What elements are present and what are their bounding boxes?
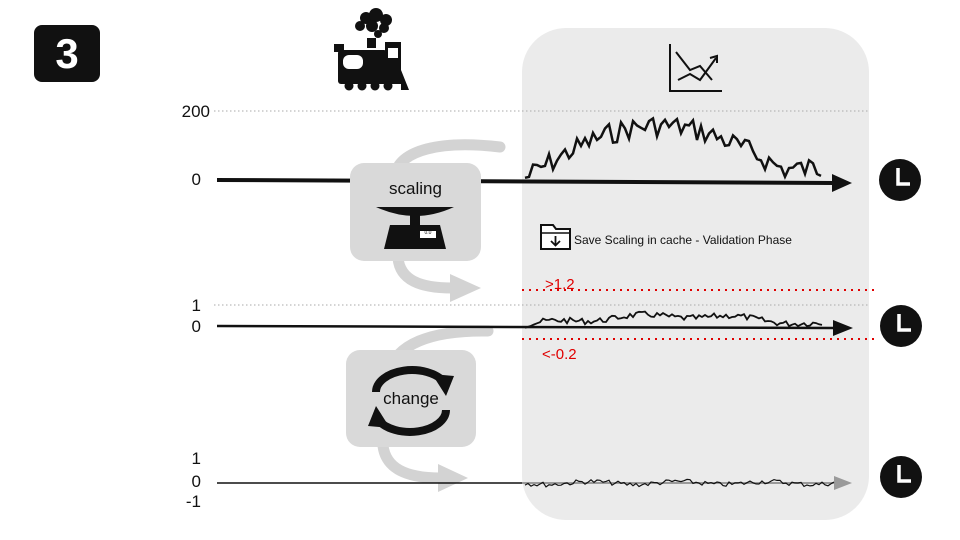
change-operation-box: change bbox=[346, 350, 476, 447]
raw-axis-top-tick: 200 bbox=[181, 102, 210, 121]
scaling-label: scaling bbox=[389, 179, 442, 198]
flow-arrowhead-scaling bbox=[450, 274, 481, 302]
change-axis-arrowhead bbox=[834, 476, 852, 490]
clock-icon bbox=[879, 159, 921, 201]
step-number-badge: 3 bbox=[34, 25, 100, 82]
scaled-axis-zero-tick: 0 bbox=[191, 317, 201, 336]
scaling-operation-box: scaling 0.0 bbox=[350, 163, 481, 261]
raw-axis-zero-tick: 0 bbox=[191, 170, 201, 189]
validation-phase-panel bbox=[522, 28, 869, 520]
scaled-axis-arrowhead bbox=[833, 320, 853, 336]
scale-display-readout: 0.0 bbox=[424, 230, 432, 236]
scaled-axis-top-tick: 1 bbox=[191, 296, 201, 315]
flow-arrow-out-of-scaling bbox=[392, 252, 458, 294]
change-label: change bbox=[383, 389, 439, 408]
change-series-line bbox=[524, 478, 835, 488]
scaled-series-line bbox=[524, 310, 823, 329]
raw-time-axis bbox=[216, 178, 835, 185]
flow-arrow-out-of-change bbox=[377, 440, 446, 484]
weighing-scale-icon bbox=[376, 207, 454, 249]
change-axis-top-tick: 1 bbox=[191, 449, 201, 468]
upper-threshold-label: >1.2 bbox=[545, 276, 575, 293]
clock-icon bbox=[880, 456, 922, 498]
raw-axis-arrowhead bbox=[832, 174, 852, 192]
raw-series-line bbox=[524, 116, 822, 180]
lower-threshold-label: <-0.2 bbox=[542, 346, 577, 363]
change-axis-bottom-tick: -1 bbox=[185, 492, 201, 511]
flow-arrowhead-change bbox=[438, 464, 468, 492]
change-axis-zero-tick: 0 bbox=[191, 472, 201, 491]
cache-note-text: Save Scaling in cache - Validation Phase bbox=[574, 233, 792, 247]
clock-icon bbox=[880, 305, 922, 347]
